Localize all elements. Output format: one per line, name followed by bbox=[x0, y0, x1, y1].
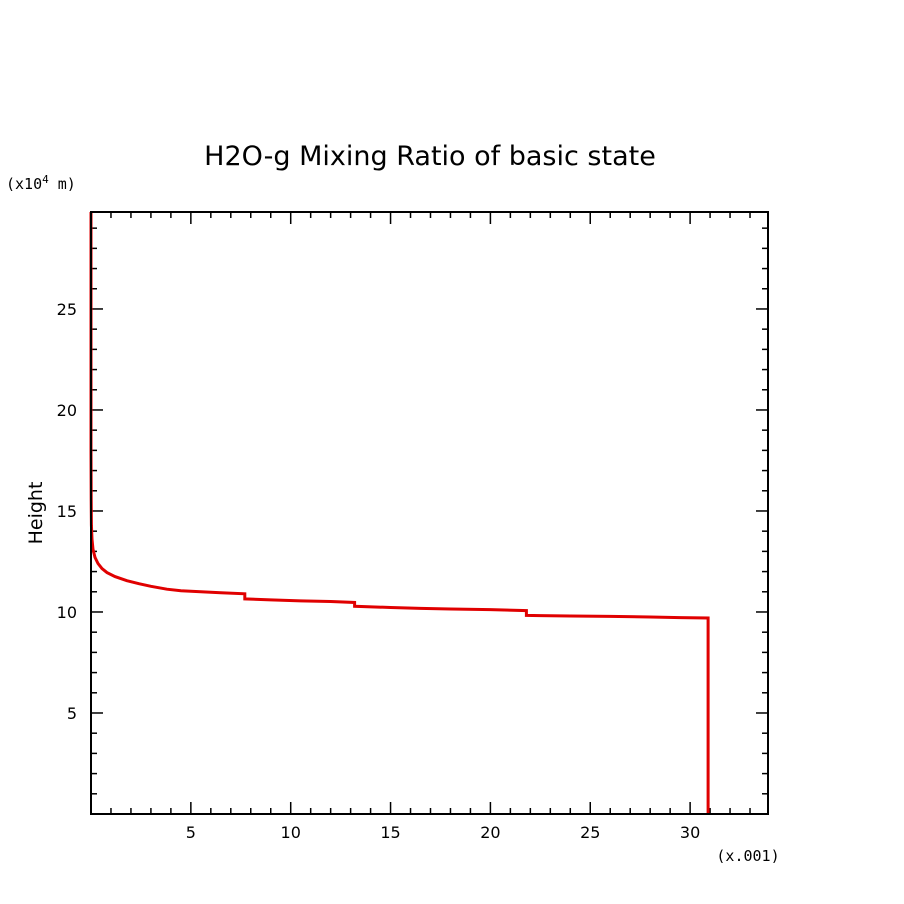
y-axis-label: Height bbox=[25, 482, 47, 545]
x-tick-label: 15 bbox=[380, 823, 400, 842]
x-tick-label: 20 bbox=[480, 823, 500, 842]
x-tick-label: 25 bbox=[580, 823, 600, 842]
y-tick-label: 10 bbox=[57, 603, 77, 622]
x-tick-label: 5 bbox=[186, 823, 196, 842]
y-tick-label: 20 bbox=[57, 401, 77, 420]
plot-frame bbox=[90, 211, 769, 815]
x-tick-label: 30 bbox=[680, 823, 700, 842]
y-tick-label: 25 bbox=[57, 300, 77, 319]
axis-ticks bbox=[91, 212, 768, 814]
y-tick-label: 5 bbox=[67, 704, 77, 723]
y-unit-label: (x104 m) bbox=[6, 173, 76, 193]
y-unit-exponent: 4 bbox=[42, 173, 49, 186]
x-unit-label: (x.001) bbox=[716, 847, 779, 865]
series-line bbox=[89, 212, 710, 814]
tick-labels: 5 10 15 20 25 30 5 10 15 20 25 bbox=[57, 300, 701, 842]
y-tick-label: 15 bbox=[57, 502, 77, 521]
x-tick-label: 10 bbox=[281, 823, 301, 842]
chart-title: H2O-g Mixing Ratio of basic state bbox=[204, 141, 656, 172]
series-layer bbox=[89, 212, 710, 814]
